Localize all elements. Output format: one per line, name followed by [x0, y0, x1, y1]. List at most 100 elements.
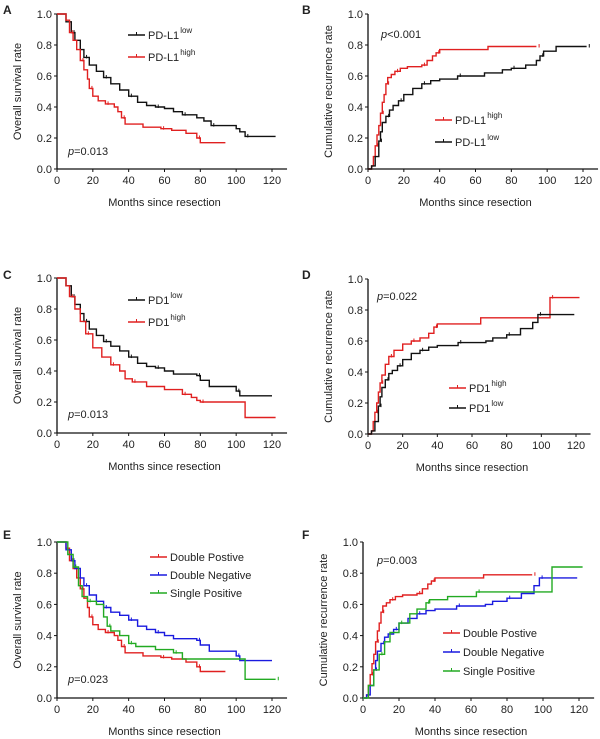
x-axis-label: Months since resection [108, 461, 221, 473]
x-tick-label: 80 [505, 175, 517, 187]
y-tick-label: 0.4 [348, 102, 363, 114]
y-tick-label: 0.6 [37, 599, 52, 611]
x-tick-label: 20 [398, 175, 410, 187]
y-tick-label: 0.4 [37, 102, 52, 114]
y-tick-label: 0.6 [343, 599, 358, 611]
x-tick-label: 40 [123, 704, 135, 716]
series-line-red [363, 574, 533, 699]
panel-d: D 0 20 40 60 80 100 120 0.0 0.2 0.4 0.6 0.8 1.0 Months… [302, 268, 591, 474]
p-value-text: =0.013 [74, 409, 108, 421]
y-tick-label: 0.6 [348, 336, 363, 348]
legend-label: PD1high [469, 379, 507, 395]
y-tick-label: 0.6 [348, 71, 363, 83]
p-value-symbol: p [67, 674, 74, 686]
p-value-symbol: p [67, 146, 74, 158]
x-tick-label: 100 [538, 175, 556, 187]
p-value-text: =0.003 [383, 555, 417, 567]
legend-name: PD-L1 [148, 52, 179, 64]
y-tick-label: 0.8 [348, 305, 363, 317]
x-axis-label: Months since resection [108, 726, 221, 738]
x-tick-label: 60 [158, 175, 170, 187]
p-value: p=0.022 [376, 291, 417, 303]
x-tick-label: 0 [360, 704, 366, 716]
legend-label: Double Postive [170, 552, 244, 564]
x-axis-label: Months since resection [419, 197, 532, 209]
legend-label: Single Positive [170, 588, 242, 600]
p-value-symbol: p [376, 291, 383, 303]
p-value: p=0.023 [67, 674, 108, 686]
legend-superscript: high [491, 379, 506, 388]
legend-name: Single Positive [463, 666, 535, 678]
x-tick-label: 0 [365, 175, 371, 187]
series-line-red [57, 277, 276, 419]
y-tick-label: 0.8 [37, 40, 52, 52]
x-tick-label: 120 [263, 704, 281, 716]
legend-superscript: high [487, 111, 502, 120]
x-tick-label: 120 [570, 704, 588, 716]
legend-label: Double Negative [463, 647, 544, 659]
y-tick-label: 0.4 [348, 367, 363, 379]
legend-superscript: high [170, 313, 185, 322]
x-tick-label: 20 [87, 704, 99, 716]
legend-name: Double Postive [463, 628, 537, 640]
y-axis-label: Overall survival rate [12, 307, 24, 404]
x-tick-label: 20 [87, 439, 99, 451]
y-tick-label: 0.2 [343, 662, 358, 674]
y-tick-label: 0.8 [348, 40, 363, 52]
x-tick-label: 100 [534, 704, 552, 716]
panel-letter: B [302, 3, 311, 17]
x-tick-label: 0 [54, 704, 60, 716]
panel-letter: F [302, 528, 309, 542]
series-line-black [57, 13, 276, 138]
legend-label: PD-L1low [148, 26, 192, 42]
panel-letter: A [3, 3, 12, 17]
series-line-red [368, 45, 537, 170]
legend-label: PD1low [469, 399, 504, 415]
series-line-blue [363, 577, 578, 699]
x-tick-label: 60 [158, 439, 170, 451]
y-tick-label: 1.0 [37, 9, 52, 21]
x-tick-label: 100 [227, 439, 245, 451]
x-tick-label: 100 [227, 175, 245, 187]
p-value-symbol: p [376, 555, 383, 567]
y-tick-label: 0.6 [37, 71, 52, 83]
legend-name: PD1 [469, 403, 490, 415]
series-line-red [57, 13, 226, 144]
y-tick-label: 0.0 [37, 428, 52, 440]
legend-name: Single Positive [170, 588, 242, 600]
x-tick-label: 80 [194, 439, 206, 451]
panel-a: A 0 20 40 60 80 100 120 0.0 0.2 0.4 0.6 0.8 1.0 Months… [3, 3, 288, 209]
x-tick-label: 80 [501, 704, 513, 716]
x-tick-label: 40 [123, 439, 135, 451]
p-value-text: =0.023 [74, 674, 108, 686]
series-line-green [363, 566, 583, 699]
y-tick-label: 0.0 [343, 693, 358, 705]
panel-e: E 0 20 40 60 80 100 120 0.0 0.2 0.4 0.6 0.8 1.0 Months… [3, 528, 288, 738]
y-tick-label: 0.2 [37, 662, 52, 674]
series-line-black [368, 45, 587, 170]
legend-label: Double Postive [463, 628, 537, 640]
y-axis-label: Cumulative recurrence rate [323, 25, 335, 158]
y-tick-label: 1.0 [348, 9, 363, 21]
p-value-text: =0.013 [74, 146, 108, 158]
x-tick-label: 40 [429, 704, 441, 716]
x-axis-label: Months since resection [108, 197, 221, 209]
p-value: p=0.013 [67, 409, 108, 421]
legend-name: Double Postive [170, 552, 244, 564]
legend-name: PD-L1 [455, 115, 486, 127]
p-value-symbol: p [380, 29, 387, 41]
y-tick-label: 0.4 [37, 631, 52, 643]
x-tick-label: 20 [87, 175, 99, 187]
x-tick-label: 40 [123, 175, 135, 187]
p-value: p<0.001 [380, 29, 421, 41]
legend-label: PD-L1low [455, 133, 499, 149]
legend-superscript: low [487, 133, 499, 142]
legend-label: PD-L1high [148, 48, 195, 64]
x-tick-label: 120 [263, 175, 281, 187]
x-tick-label: 0 [365, 440, 371, 452]
x-tick-label: 100 [227, 704, 245, 716]
y-axis-label: Cumulative recurrence rate [323, 290, 335, 423]
x-tick-label: 20 [397, 440, 409, 452]
x-tick-label: 0 [54, 439, 60, 451]
x-tick-label: 120 [567, 440, 585, 452]
